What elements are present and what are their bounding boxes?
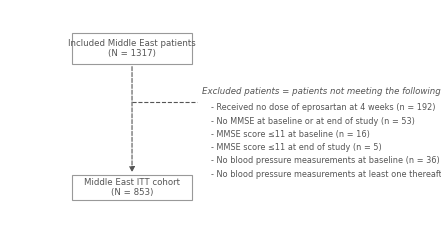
Text: Middle East ITT cohort
(N = 853): Middle East ITT cohort (N = 853) xyxy=(84,178,180,197)
Text: - MMSE score ≤11 at end of study (n = 5): - MMSE score ≤11 at end of study (n = 5) xyxy=(211,143,381,152)
Text: Excluded patients = patients not meeting the following criteria (n = 464*): Excluded patients = patients not meeting… xyxy=(202,87,441,96)
FancyBboxPatch shape xyxy=(72,33,192,64)
Text: - No blood pressure measurements at least one thereafter (n = 162): - No blood pressure measurements at leas… xyxy=(211,170,441,179)
Text: - MMSE score ≤11 at baseline (n = 16): - MMSE score ≤11 at baseline (n = 16) xyxy=(211,130,370,139)
FancyBboxPatch shape xyxy=(72,175,192,200)
Text: - No blood pressure measurements at baseline (n = 36): - No blood pressure measurements at base… xyxy=(211,156,439,165)
Text: Included Middle East patients
(N = 1317): Included Middle East patients (N = 1317) xyxy=(68,39,196,58)
Text: - Received no dose of eprosartan at 4 weeks (n = 192): - Received no dose of eprosartan at 4 we… xyxy=(211,103,435,112)
Text: - No MMSE at baseline or at end of study (n = 53): - No MMSE at baseline or at end of study… xyxy=(211,116,415,126)
